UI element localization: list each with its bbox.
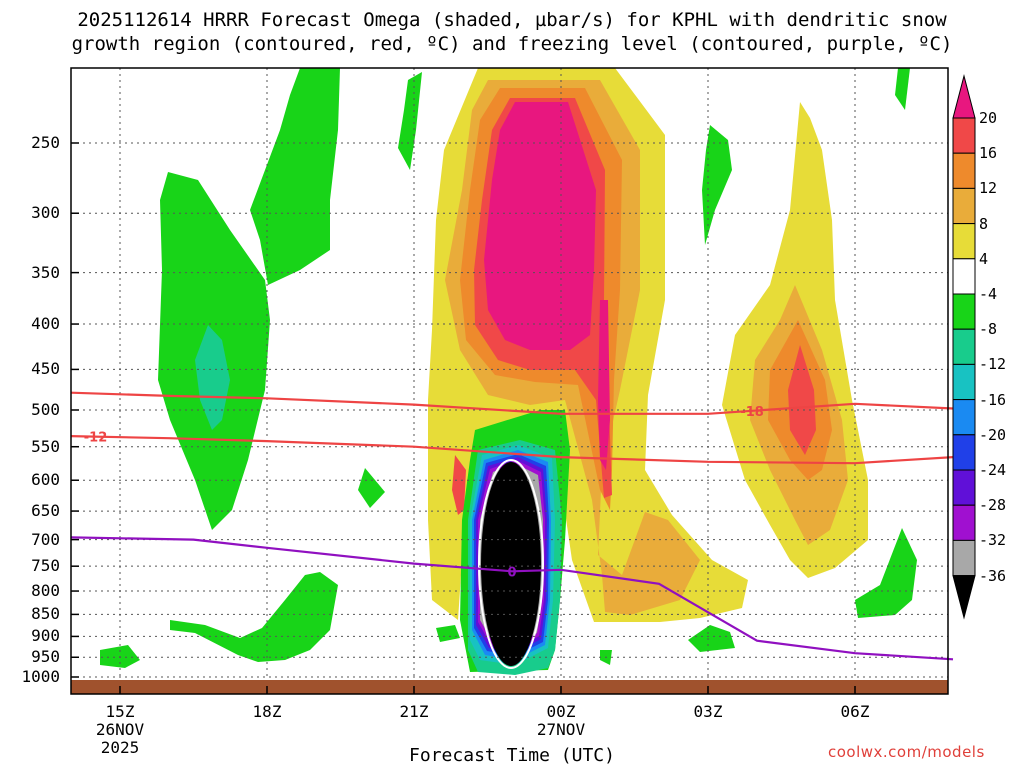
- y-tick-label: 350: [31, 262, 60, 282]
- axis-ticks: [71, 142, 856, 694]
- colorbar-label: 12: [979, 179, 998, 198]
- omega-shading: [100, 68, 917, 675]
- y-tick-label: 600: [31, 470, 60, 490]
- colorbar-swatch-5: [952, 293, 976, 330]
- contours: -12 -18 0: [70, 391, 954, 661]
- colorbar-label: -4: [979, 285, 998, 303]
- x-tick-label: 00Z 27NOV: [536, 702, 586, 739]
- y-tick-label: 250: [31, 133, 60, 152]
- colorbar-label: -12: [979, 355, 1007, 374]
- y-tick-label: 650: [31, 501, 60, 521]
- colorbar-swatch-7: [952, 363, 976, 401]
- chart-title-line-2: growth region (contoured, red, ºC) and f…: [71, 33, 953, 55]
- colorbar-label: -36: [979, 566, 1007, 585]
- contour-label-0: 0: [507, 565, 516, 580]
- contour-label--12: -12: [84, 431, 108, 446]
- colorbar-swatch-2: [952, 187, 976, 225]
- x-tick-label: 15Z 26NOV 2025: [95, 702, 145, 757]
- y-tick-label: 550: [31, 436, 60, 456]
- omega-white-edge: [478, 459, 544, 669]
- plot-frame: [70, 67, 949, 695]
- colorbar-label: 20: [979, 109, 998, 127]
- contour-line--18: [70, 391, 954, 415]
- x-tick-label: 21Z: [399, 702, 429, 721]
- colorbar-label: -16: [979, 390, 1007, 409]
- omega-green-upper: [250, 68, 340, 285]
- omega-pink-main: [484, 102, 596, 350]
- omega-red-cell: [452, 455, 466, 515]
- omega-green-low-c: [436, 625, 460, 642]
- colorbar-swatch-1: [952, 152, 976, 189]
- contour-label--18: -18: [740, 405, 764, 420]
- omega-green-low-f: [855, 528, 917, 618]
- colorbar-swatch-6: [952, 328, 976, 365]
- colorbar-bottom-arrow: [952, 575, 976, 620]
- colorbar-swatch-9: [952, 434, 976, 471]
- y-tick-label: 950: [31, 647, 60, 667]
- x-tick-label: 06Z: [840, 702, 870, 721]
- contour-line-0: [70, 536, 954, 661]
- y-tick-label: 800: [31, 581, 60, 601]
- chart-title-line-1: 2025112614 HRRR Forecast Omega (shaded, …: [77, 9, 947, 31]
- colorbar-swatch-0: [952, 117, 976, 154]
- colorbar-swatch-4: [952, 258, 976, 295]
- colorbar-label: -20: [979, 425, 1007, 444]
- colorbar-swatch-12: [952, 539, 976, 577]
- omega-red-east: [788, 345, 816, 455]
- x-tick-label: 18Z: [252, 702, 282, 721]
- y-tick-label: 400: [31, 314, 60, 334]
- colorbar-top-arrow: [952, 74, 976, 119]
- x-axis-title: Forecast Time (UTC): [409, 745, 615, 766]
- omega-black-core: [481, 462, 541, 666]
- colorbar-label: -8: [979, 320, 998, 339]
- omega-green-low-a: [170, 572, 338, 662]
- colorbar-label: 8: [979, 214, 989, 233]
- colorbar-label: -32: [979, 531, 1007, 550]
- contour-line--12: [70, 435, 954, 465]
- colorbar-label: -28: [979, 496, 1007, 515]
- colorbar-swatch-8: [952, 399, 976, 436]
- y-tick-label: 750: [31, 556, 60, 576]
- ground-bar: [71, 680, 948, 694]
- y-tick-label: 900: [31, 626, 60, 646]
- colorbar-swatch-11: [952, 504, 976, 541]
- omega-green-top-a: [398, 72, 422, 170]
- omega-green-mid-left: [358, 468, 385, 508]
- colorbar-label: -24: [979, 461, 1007, 479]
- y-tick-label: 500: [31, 400, 60, 419]
- colorbar-swatch-3: [952, 223, 976, 260]
- omega-pink-streak: [598, 300, 610, 470]
- omega-teal-west: [195, 325, 230, 430]
- y-tick-label: 300: [31, 203, 60, 223]
- colorbar-label: 16: [979, 144, 998, 163]
- credit-link[interactable]: coolwx.com/models: [828, 743, 985, 761]
- omega-green-top-b: [895, 68, 910, 110]
- colorbar-label: 4: [979, 249, 989, 268]
- y-tick-label: 850: [31, 604, 60, 624]
- x-tick-label: 03Z: [693, 702, 723, 721]
- y-tick-label: 450: [31, 359, 60, 379]
- colorbar-swatch-10: [952, 469, 976, 506]
- colorbar: [952, 74, 976, 620]
- y-tick-label: 1000: [21, 667, 60, 686]
- y-tick-label: 700: [31, 529, 60, 549]
- omega-green-low-e: [688, 625, 735, 652]
- omega-green-right-upper: [702, 125, 732, 245]
